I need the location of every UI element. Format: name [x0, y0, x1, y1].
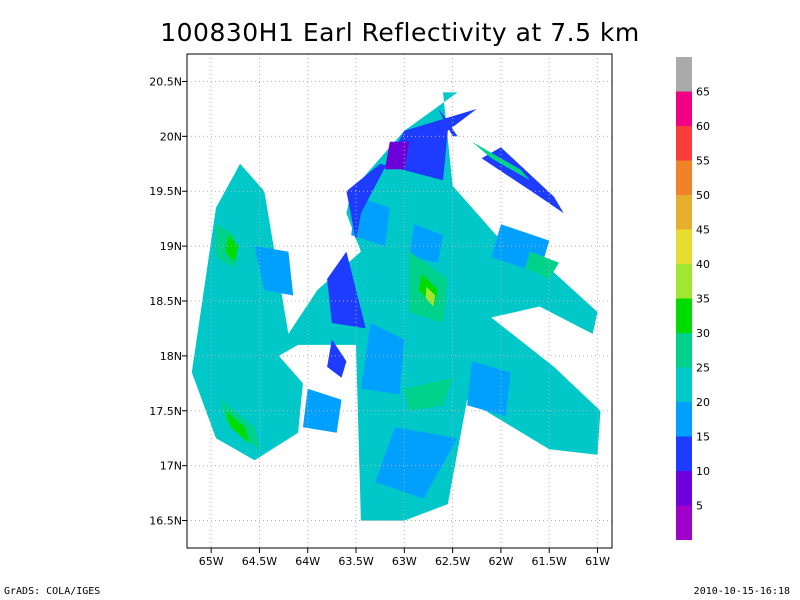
colorbar-label: 5: [696, 500, 703, 513]
colorbar-swatch: [676, 402, 692, 437]
colorbar-label: 50: [696, 189, 710, 202]
colorbar-label: 10: [696, 465, 710, 478]
reflectivity-area-7: [409, 224, 443, 263]
colorbar-label: 30: [696, 327, 710, 340]
x-tick-label: 62.5W: [435, 555, 470, 568]
colorbar-swatch: [676, 160, 692, 195]
colorbar-swatch: [676, 471, 692, 506]
plot-area: 65W 64.5W 64W 63.5W 63W 62.5W 62W 61.5W 61W 16.5N…: [149, 53, 613, 568]
colorbar-label: 35: [696, 293, 710, 306]
colorbar-swatch: [676, 367, 692, 402]
colorbar-swatch: [676, 57, 692, 92]
colorbar-label: 65: [696, 86, 710, 99]
grid-lines: [187, 54, 612, 548]
colorbar-label: 55: [696, 155, 710, 168]
colorbar-label: 15: [696, 431, 710, 444]
x-tick-label: 61W: [585, 555, 610, 568]
colorbar-label: 45: [696, 224, 710, 237]
colorbar: 5 10 15 20 25 30 35 40 45 50 55 60 65: [676, 57, 710, 540]
y-tick-label: 20N: [160, 130, 182, 143]
colorbar-swatch: [676, 126, 692, 161]
reflectivity-area-2: [360, 323, 405, 395]
x-tick-label: 62W: [488, 555, 513, 568]
colorbar-swatch: [676, 298, 692, 333]
reflectivity-area-11: [327, 251, 366, 329]
y-tick-label: 18.5N: [149, 295, 182, 308]
reflectivity-area-9: [346, 108, 477, 241]
reflectivity-field: [191, 92, 601, 521]
reflectivity-area-18: [471, 141, 530, 181]
x-tick-label: 65W: [199, 555, 224, 568]
colorbar-label: 25: [696, 362, 710, 375]
reflectivity-area-3: [467, 361, 511, 417]
y-tick-label: 19N: [160, 240, 182, 253]
x-tick-label: 63.5W: [338, 555, 373, 568]
axis-ticks: 65W 64.5W 64W 63.5W 63W 62.5W 62W 61.5W 61W 16.5N…: [149, 75, 610, 568]
x-tick-label: 61.5W: [532, 555, 567, 568]
x-tick-label: 63W: [392, 555, 417, 568]
reflectivity-area-13: [438, 108, 458, 137]
y-tick-label: 17.5N: [149, 405, 182, 418]
colorbar-label: 20: [696, 396, 710, 409]
colorbar-swatch: [676, 333, 692, 368]
x-tick-label: 64W: [295, 555, 320, 568]
colorbar-swatch: [676, 229, 692, 264]
reflectivity-area-22: [225, 235, 239, 263]
x-tick-label: 64.5W: [242, 555, 277, 568]
reflectivity-area-14: [385, 141, 410, 170]
colorbar-swatch: [676, 264, 692, 299]
colorbar-swatch: [676, 91, 692, 126]
reflectivity-area-12: [327, 339, 347, 378]
chart-title: 100830H1 Earl Reflectivity at 7.5 km: [160, 18, 640, 47]
colorbar-label: 60: [696, 120, 710, 133]
reflectivity-area-23: [225, 410, 250, 444]
reflectivity-area-5: [254, 246, 294, 296]
y-tick-label: 17N: [160, 460, 182, 473]
reflectivity-area-6: [302, 388, 342, 433]
colorbar-swatch: [676, 436, 692, 471]
y-tick-label: 18N: [160, 350, 182, 363]
y-tick-label: 16.5N: [149, 515, 182, 528]
colorbar-label: 40: [696, 258, 710, 271]
reflectivity-area-24: [425, 286, 436, 307]
reflectivity-area-20: [404, 377, 453, 411]
y-tick-label: 20.5N: [149, 75, 182, 88]
reflectivity-area-1: [375, 427, 458, 499]
colorbar-swatch: [676, 505, 692, 540]
reflectivity-area-19: [525, 251, 559, 279]
y-tick-label: 19.5N: [149, 185, 182, 198]
footer-timestamp: 2010-10-15-16:18: [693, 586, 790, 597]
footer-credit: GrADS: COLA/IGES: [4, 586, 101, 597]
colorbar-swatch: [676, 195, 692, 230]
